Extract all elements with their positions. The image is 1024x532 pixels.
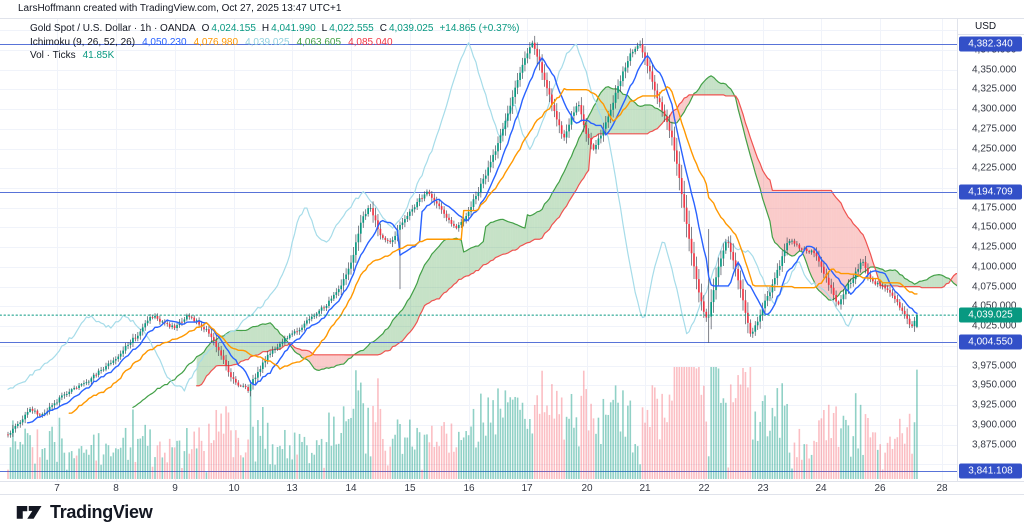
price-tick-label: 4,225.000 xyxy=(972,162,1017,174)
price-tick-label: 3,975.000 xyxy=(972,360,1017,372)
tradingview-logo-text[interactable]: TradingView xyxy=(50,501,153,522)
time-tick-label: 15 xyxy=(404,483,416,494)
price-tick-label: 4,150.000 xyxy=(972,221,1017,233)
price-tick-label: 3,950.000 xyxy=(972,379,1017,391)
currency-label[interactable]: USD xyxy=(958,19,1024,35)
ichimoku-indicator-label[interactable]: Ichimoku (9, 26, 52, 26) xyxy=(30,36,136,48)
price-tick-label: 4,250.000 xyxy=(972,143,1017,155)
time-tick-label: 14 xyxy=(345,483,357,494)
senkou-b-value: 4,085.040 xyxy=(348,36,393,48)
time-tick-label: 22 xyxy=(698,483,710,494)
last-price-badge[interactable]: 4,039.025 xyxy=(959,307,1022,323)
legend-symbol-row: Gold Spot / U.S. Dollar · 1h · OANDA O 4,0… xyxy=(30,22,520,36)
volume-indicator-label[interactable]: Vol · Ticks xyxy=(30,50,76,61)
time-tick-label: 17 xyxy=(521,483,533,494)
price-line-badge[interactable]: 3,841.108 xyxy=(959,463,1022,479)
price-tick-label: 4,100.000 xyxy=(972,261,1017,273)
time-tick-label: 10 xyxy=(228,483,240,494)
attribution-text: LarsHoffmann created with TradingView.co… xyxy=(18,3,342,14)
price-tick-label: 4,300.000 xyxy=(972,103,1017,115)
volume-value: 41.85K xyxy=(82,50,115,61)
time-axis[interactable]: 7 8 9 10 13 14 15 16 17 20 21 22 23 24 26 28 xyxy=(0,481,1024,495)
price-tick-label: 3,900.000 xyxy=(972,419,1017,431)
price-chart-canvas[interactable] xyxy=(0,19,957,481)
price-axis[interactable]: USD 4,375.0004,350.0004,325.0004,300.000… xyxy=(957,19,1024,481)
high-label: H xyxy=(261,23,270,34)
low-label: L xyxy=(321,23,328,34)
legend-ichimoku-row: Ichimoku (9, 26, 52, 26) 4,050.230 4,076.9… xyxy=(30,36,520,50)
close-label: C xyxy=(379,23,387,34)
price-line-badge[interactable]: 4,004.550 xyxy=(959,334,1022,350)
footer: TradingView xyxy=(16,501,153,523)
time-tick-label: 28 xyxy=(936,483,948,494)
time-tick-label: 7 xyxy=(54,483,60,494)
change-value: +14.865 (+0.37%) xyxy=(439,23,520,34)
legend-volume-row: Vol · Ticks 41.85K xyxy=(30,49,520,63)
time-tick-label: 26 xyxy=(874,483,886,494)
senkou-a-value: 4,063.605 xyxy=(296,36,342,48)
close-value: 4,039.025 xyxy=(388,23,434,34)
low-value: 4,022.555 xyxy=(329,23,374,34)
price-tick-label: 3,925.000 xyxy=(972,399,1017,411)
time-tick-label: 13 xyxy=(286,483,298,494)
symbol-title[interactable]: Gold Spot / U.S. Dollar · 1h · OANDA xyxy=(30,23,196,34)
chart-container: Gold Spot / U.S. Dollar · 1h · OANDA O 4,0… xyxy=(0,18,1024,495)
legend: Gold Spot / U.S. Dollar · 1h · OANDA O 4,0… xyxy=(30,22,520,63)
price-line-badge[interactable]: 4,194.709 xyxy=(959,184,1022,200)
tradingview-logo-icon[interactable] xyxy=(16,501,43,523)
time-tick-label: 23 xyxy=(757,483,769,494)
time-tick-label: 16 xyxy=(463,483,475,494)
price-tick-label: 4,350.000 xyxy=(972,64,1017,76)
price-tick-label: 4,025.000 xyxy=(972,320,1017,332)
price-tick-label: 4,050.000 xyxy=(972,300,1017,312)
price-line-badge[interactable]: 4,382.340 xyxy=(959,36,1022,52)
price-tick-label: 4,325.000 xyxy=(972,83,1017,95)
time-tick-label: 9 xyxy=(172,483,178,494)
chikou-value: 4,039.025 xyxy=(245,36,290,48)
open-label: O xyxy=(201,23,210,34)
price-tick-label: 3,875.000 xyxy=(972,439,1017,451)
time-tick-label: 24 xyxy=(815,483,827,494)
high-value: 4,041.990 xyxy=(271,23,316,34)
price-tick-label: 4,125.000 xyxy=(972,241,1017,253)
kijun-value: 4,076.980 xyxy=(193,36,239,48)
price-tick-label: 4,275.000 xyxy=(972,123,1017,135)
open-value: 4,024.155 xyxy=(211,23,256,34)
time-tick-label: 21 xyxy=(639,483,651,494)
time-tick-label: 8 xyxy=(113,483,119,494)
tenkan-value: 4,050.230 xyxy=(142,36,187,48)
price-tick-label: 4,175.000 xyxy=(972,202,1017,214)
price-tick-label: 4,075.000 xyxy=(972,281,1017,293)
time-tick-label: 20 xyxy=(581,483,593,494)
